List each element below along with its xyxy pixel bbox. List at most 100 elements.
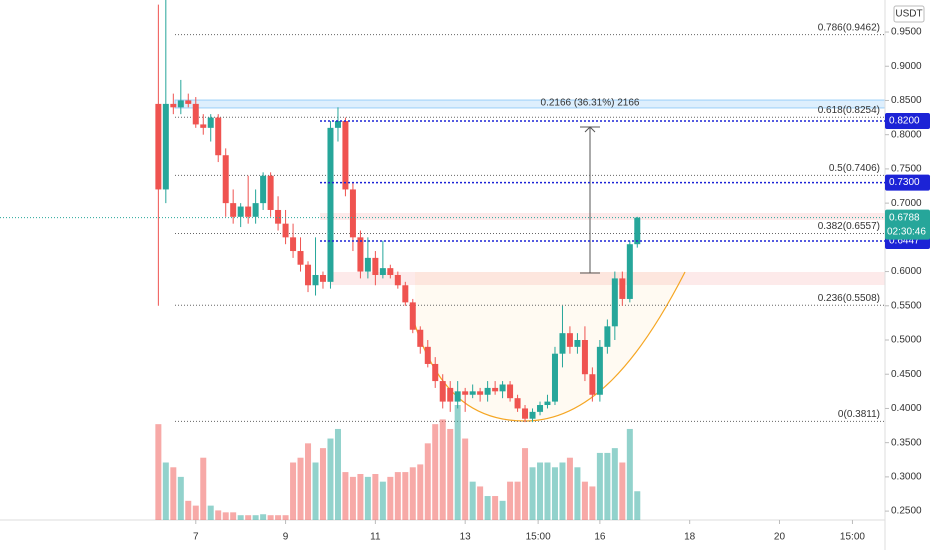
candle-body [462, 391, 469, 395]
volume-bar [162, 462, 169, 520]
zone [320, 213, 885, 220]
volume-bar [237, 515, 244, 520]
volume-bar [402, 472, 409, 520]
candle-body [514, 398, 521, 409]
volume-bar [611, 448, 618, 520]
volume-bar [305, 443, 312, 520]
volume-bar [312, 462, 319, 520]
countdown-label: 02:30:46 [887, 226, 926, 237]
candle-body [551, 353, 558, 402]
candle-body [537, 405, 544, 412]
volume-bar [230, 512, 237, 520]
zone [174, 99, 886, 109]
candle-body [200, 124, 207, 128]
measure-label: 0.2166 (36.31%) 2166 [541, 98, 640, 109]
candle-body [185, 100, 192, 104]
y-tick-label: 0.9500 [891, 27, 922, 38]
volume-bar [387, 476, 394, 520]
y-tick-label: 0.4000 [891, 403, 922, 414]
volume-bar [634, 491, 641, 520]
volume-bar [492, 496, 499, 520]
candle-body [566, 333, 573, 347]
volume-bar [275, 515, 282, 520]
candle-body [155, 103, 162, 190]
volume-bar [357, 474, 364, 520]
candle-body [409, 302, 416, 330]
volume-bar [619, 462, 626, 520]
x-tick-label: 13 [460, 532, 472, 543]
volume-bar [207, 505, 214, 520]
y-tick-label: 0.4500 [891, 369, 922, 380]
volume-bar [200, 457, 207, 520]
candle-body [312, 274, 319, 286]
candle-body [372, 257, 379, 275]
volume-bar [282, 515, 289, 520]
x-tick-label: 11 [370, 532, 381, 543]
volume-bar [439, 419, 446, 520]
volume-bar [215, 510, 222, 520]
volume-bar [469, 481, 476, 520]
candle-body [260, 175, 267, 204]
y-tick-label: 0.2500 [891, 506, 922, 517]
volume-bar [551, 467, 558, 520]
candle-body [222, 155, 229, 204]
volume-bar [432, 424, 439, 520]
candle-body [619, 278, 626, 299]
y-tick-label: 0.5500 [891, 300, 922, 311]
candle-body [469, 391, 476, 395]
candle-body [207, 117, 214, 128]
x-tick-label: 20 [774, 532, 786, 543]
candle-body [529, 411, 536, 419]
volume-bar [394, 472, 401, 520]
volume-bar [379, 481, 386, 520]
candle-body [252, 203, 259, 217]
candle-body [387, 268, 394, 275]
y-tick-label: 0.8500 [891, 95, 922, 106]
y-tick-label: 0.8000 [891, 129, 922, 140]
candle-body [267, 175, 274, 210]
volume-bar [170, 467, 177, 520]
candle-body [417, 329, 424, 347]
volume-bar [566, 457, 573, 520]
price-badge-label: 0.7300 [889, 177, 920, 188]
candle-body [477, 391, 484, 395]
volume-bar [537, 462, 544, 520]
x-tick-label: 15:00 [840, 532, 865, 543]
volume-bar [342, 472, 349, 520]
volume-bar [260, 514, 267, 520]
candle-body [275, 209, 282, 224]
volume-bar [185, 500, 192, 520]
volume-bar [529, 467, 536, 520]
candle-body [559, 333, 566, 354]
fib-label: 0.382(0.6557) [818, 221, 880, 232]
candle-body [492, 387, 499, 392]
candle-body [305, 264, 312, 286]
volume-bar [319, 448, 326, 520]
volume-bar [626, 428, 633, 520]
candle-body [349, 189, 356, 238]
candle-body [544, 401, 551, 406]
candle-body [192, 103, 199, 125]
volume-bar [364, 476, 371, 520]
candle-body [604, 326, 611, 347]
y-tick-label: 0.7500 [891, 164, 922, 175]
candle-body [177, 100, 184, 108]
candle-body [282, 223, 289, 238]
volume-bar [222, 512, 229, 520]
candle-body [342, 121, 349, 190]
volume-bar [484, 496, 491, 520]
y-tick-label: 0.3500 [891, 437, 922, 448]
volume-bar [252, 515, 259, 520]
volume-bar [589, 486, 596, 520]
volume-bar [267, 515, 274, 520]
candle-body [522, 408, 529, 419]
y-tick-label: 0.7000 [891, 198, 922, 209]
volume-bar [334, 428, 341, 520]
volume-bar [454, 405, 461, 520]
volume-bar [507, 481, 514, 520]
candle-body [245, 206, 252, 217]
zone [330, 272, 885, 285]
price-badge-label: 0.8200 [889, 116, 920, 127]
volume-bar [522, 448, 529, 520]
